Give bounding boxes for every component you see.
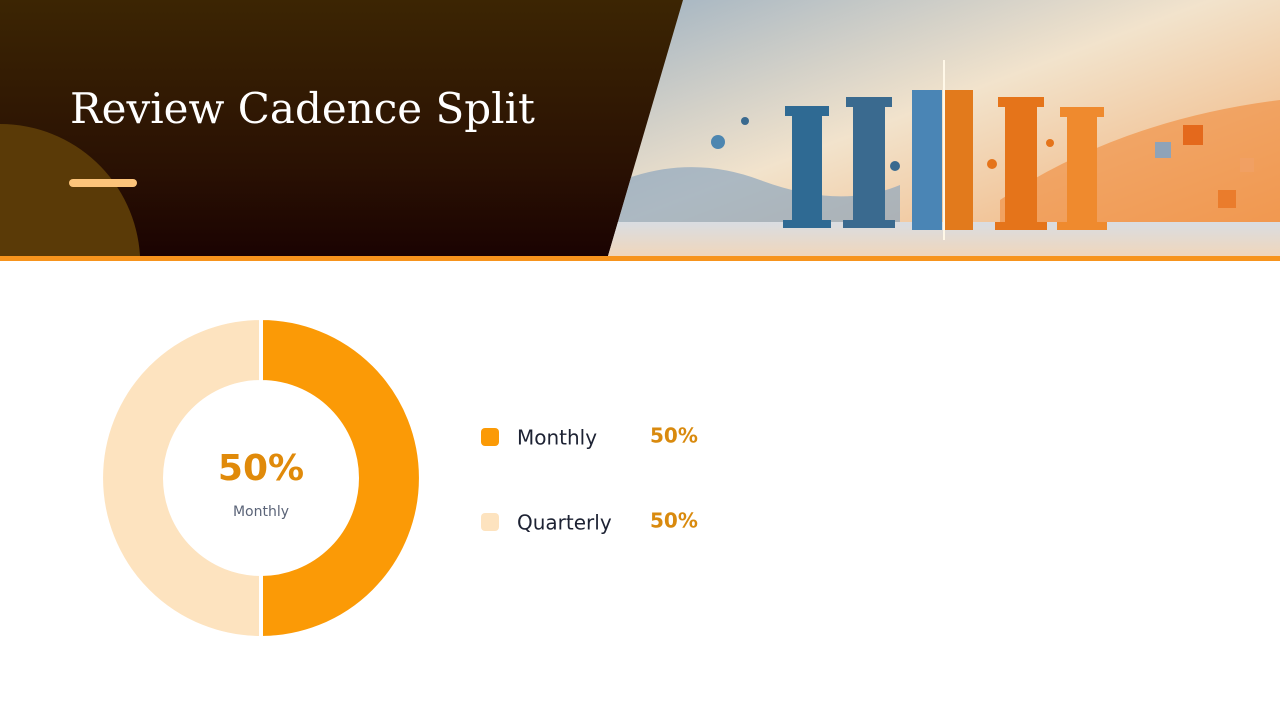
legend-swatch — [481, 513, 499, 531]
legend-value: 50% — [650, 424, 698, 448]
header: Review Cadence Split — [0, 0, 1280, 261]
donut-slice — [99, 315, 263, 641]
center-value: 50% — [218, 448, 304, 489]
header-image — [608, 0, 1280, 256]
legend-item: Monthly 50% — [481, 424, 698, 450]
slide-title: Review Cadence Split — [70, 84, 535, 133]
header-decoration — [0, 123, 140, 256]
header-rule — [0, 256, 1280, 261]
legend-label: Monthly — [517, 426, 597, 450]
donut-chart: 50% Monthly — [99, 315, 423, 641]
title-underline — [69, 179, 137, 187]
legend-label: Quarterly — [517, 511, 612, 535]
legend: Monthly 50% Quarterly 50% — [481, 424, 698, 535]
donut-slice — [259, 315, 423, 641]
legend-item: Quarterly 50% — [481, 509, 698, 535]
center-label: Monthly — [233, 504, 289, 520]
legend-swatch — [481, 428, 499, 446]
legend-value: 50% — [650, 509, 698, 533]
